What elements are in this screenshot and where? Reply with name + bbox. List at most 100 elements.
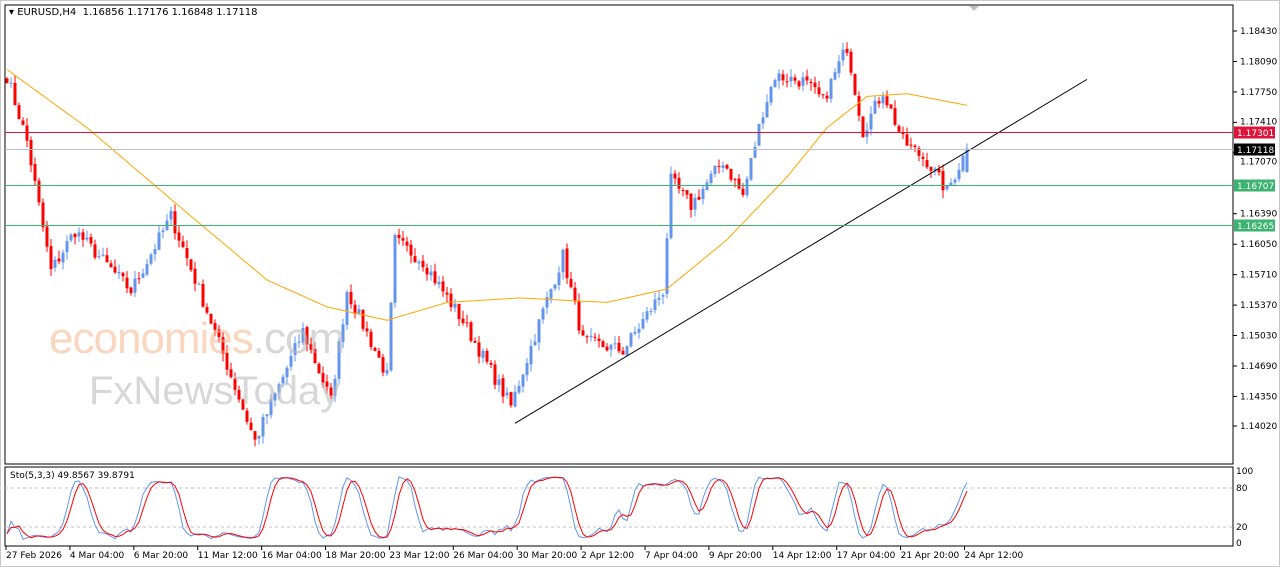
candle-body — [825, 95, 829, 99]
candle-body — [537, 319, 541, 343]
candle-body — [949, 182, 953, 186]
candle-body — [625, 346, 629, 356]
candle-body — [557, 272, 561, 285]
candle-body — [189, 259, 193, 270]
candle-body — [109, 263, 113, 268]
time-label: 16 Mar 04:00 — [262, 551, 322, 561]
candle-body — [917, 148, 921, 156]
candle-body — [453, 303, 457, 308]
candle-body — [621, 350, 625, 355]
price-label: 1.17410 — [1240, 118, 1277, 128]
candle-body — [29, 139, 33, 166]
candle-body — [801, 77, 805, 86]
candle-body — [121, 272, 125, 277]
candle-body — [317, 363, 321, 374]
candle-body — [217, 329, 221, 337]
candle-body — [257, 435, 261, 439]
fxnewstoday-watermark: FxNewsToday — [89, 369, 341, 413]
price-tag-resist — [1234, 126, 1275, 139]
time-label: 24 Apr 12:00 — [965, 551, 1024, 561]
candle-body — [609, 344, 613, 350]
candle-body — [685, 190, 689, 195]
candle-body — [337, 341, 341, 379]
candle-body — [213, 323, 217, 330]
candle-body — [517, 385, 521, 393]
candle-body — [401, 238, 405, 241]
candle-body — [861, 116, 865, 138]
candle-body — [709, 173, 713, 183]
candle-body — [873, 100, 877, 114]
candle-body — [681, 190, 685, 192]
candle-body — [333, 378, 337, 396]
price-label: 1.17750 — [1240, 88, 1277, 98]
candle-body — [869, 113, 873, 130]
candle-body — [493, 364, 497, 385]
candle-body — [97, 256, 101, 258]
candle-body — [33, 164, 37, 181]
candle-body — [689, 193, 693, 210]
stochastic-level-label: 0 — [1236, 539, 1242, 549]
candle-body — [153, 249, 157, 255]
candle-body — [77, 232, 81, 237]
candle-body — [229, 369, 233, 378]
time-label: 18 Mar 20:00 — [326, 551, 386, 561]
price-tag-current — [1234, 143, 1275, 156]
candle-body — [505, 392, 509, 396]
candle-body — [245, 410, 249, 422]
candle-body — [73, 233, 77, 238]
candle-body — [789, 76, 793, 82]
candle-body — [897, 126, 901, 132]
candle-body — [749, 158, 753, 180]
candle-body — [241, 399, 245, 410]
candle-body — [913, 145, 917, 148]
candle-body — [161, 230, 165, 232]
candle-body — [497, 379, 501, 385]
watermark-text: .com — [252, 314, 345, 363]
candle-body — [717, 165, 721, 167]
candle-body — [269, 399, 273, 416]
candle-body — [669, 173, 673, 238]
time-label: 14 Apr 12:00 — [773, 551, 832, 561]
candle-body — [701, 188, 705, 200]
time-label: 27 Feb 2026 — [6, 551, 62, 561]
candle-body — [261, 417, 265, 437]
candle-body — [545, 297, 549, 308]
time-label: 9 Apr 20:00 — [709, 551, 762, 561]
candle-body — [965, 148, 969, 172]
time-label: 21 Apr 20:00 — [901, 551, 960, 561]
trendline — [514, 78, 1088, 424]
time-label: 17 Apr 04:00 — [837, 551, 896, 561]
candle-body — [301, 328, 305, 343]
candle-body — [409, 244, 413, 256]
candle-body — [369, 331, 373, 347]
candle-body — [653, 299, 657, 311]
candle-body — [721, 165, 725, 168]
main-pane-frame — [4, 4, 1234, 465]
candle-body — [853, 73, 857, 95]
candle-body — [485, 350, 489, 362]
price-tag-support — [1234, 179, 1275, 192]
candle-body — [877, 101, 881, 104]
price-label: 1.18430 — [1240, 27, 1277, 37]
candle-body — [441, 281, 445, 292]
candle-body — [341, 324, 345, 342]
candle-body — [429, 271, 433, 276]
candle-body — [41, 202, 45, 228]
candle-body — [181, 241, 185, 247]
candle-body — [237, 389, 241, 400]
candle-body — [881, 96, 885, 104]
candle-body — [757, 124, 761, 146]
candle-body — [793, 77, 797, 81]
candle-body — [325, 381, 329, 387]
candle-body — [565, 248, 569, 279]
candle-body — [541, 308, 545, 320]
price-label: 1.16050 — [1240, 240, 1277, 250]
price-label: 1.14690 — [1240, 362, 1277, 372]
candle-body — [89, 237, 93, 244]
candle-body — [221, 337, 225, 354]
candle-body — [69, 234, 73, 241]
candle-body — [285, 367, 289, 378]
candle-body — [817, 87, 821, 95]
candle-body — [693, 197, 697, 210]
time-label: 11 Mar 12:00 — [198, 551, 258, 561]
